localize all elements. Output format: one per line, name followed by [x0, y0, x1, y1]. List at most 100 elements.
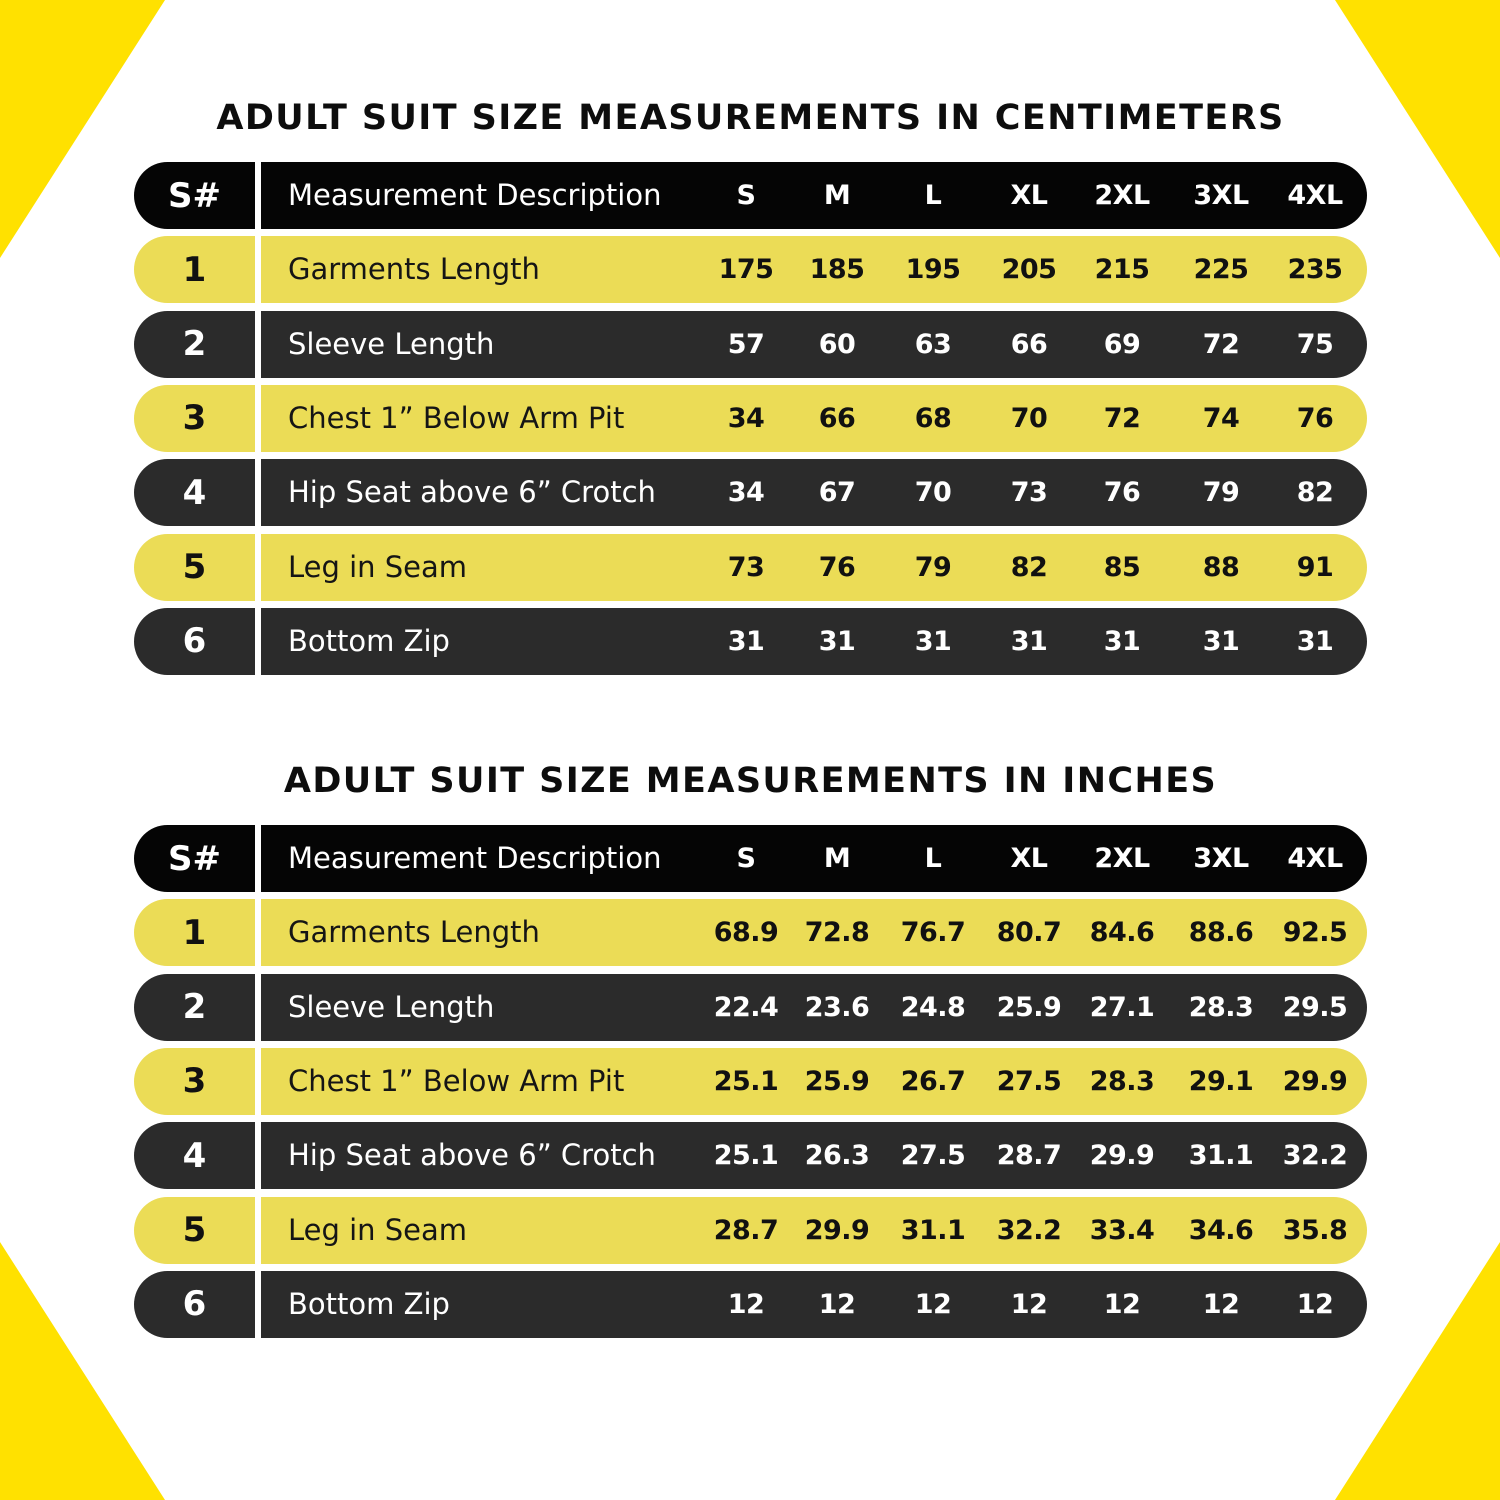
row-content: Garments Length 175 185 195 205 215 225 235: [261, 236, 1367, 304]
measurement-value: 31: [1202, 625, 1240, 657]
row-content: Chest 1” Below Arm Pit 34 66 68 70 72 74 76: [261, 384, 1367, 452]
measurement-value: 26.3: [804, 1140, 870, 1172]
index-column-header: S#: [134, 825, 255, 892]
measurement-value: 79: [1202, 477, 1240, 509]
measurement-value: 88.6: [1188, 917, 1254, 949]
measurement-value: 235: [1287, 254, 1343, 286]
row-number: 2: [134, 973, 255, 1041]
row-content: Leg in Seam 28.7 29.9 31.1 32.2 33.4 34.6 35.8: [261, 1196, 1367, 1264]
measurement-value: 72.8: [804, 917, 870, 949]
corner-triangle-top-left: [0, 0, 165, 258]
measurement-value: 22.4: [713, 991, 779, 1023]
measurement-value: 76: [818, 551, 856, 583]
description-column-header: Measurement Description: [288, 178, 662, 212]
measurement-value: 79: [914, 551, 952, 583]
measurement-value: 25.9: [804, 1065, 870, 1097]
measurement-value: 25.1: [713, 1140, 779, 1172]
row-content: Hip Seat above 6” Crotch 34 67 70 73 76 79 82: [261, 459, 1367, 527]
measurement-value: 34: [727, 402, 765, 434]
measurement-value: 74: [1202, 402, 1240, 434]
measurement-description: Sleeve Length: [288, 326, 495, 361]
size-column-header: 4XL: [1287, 180, 1343, 211]
table-row: 1 Garments Length 175 185 195 205 215 225 235: [134, 236, 1367, 304]
size-column-header: 3XL: [1193, 180, 1249, 211]
row-content: Hip Seat above 6” Crotch 25.1 26.3 27.5 28.7…: [261, 1122, 1367, 1190]
measurement-value: 60: [818, 328, 856, 360]
table-row: 6 Bottom Zip 31 31 31 31 31 31 31: [134, 607, 1367, 675]
measurement-value: 72: [1202, 328, 1240, 360]
measurement-value: 26.7: [900, 1065, 966, 1097]
measurement-value: 70: [914, 477, 952, 509]
measurement-value: 12: [1103, 1288, 1141, 1320]
table-row: 2 Sleeve Length 57 60 63 66 69 72 75: [134, 310, 1367, 378]
row-number: 2: [134, 310, 255, 378]
row-number: 1: [134, 899, 255, 967]
measurement-value: 24.8: [900, 991, 966, 1023]
table-title: ADULT SUIT SIZE MEASUREMENTS IN INCHES: [283, 761, 1218, 801]
measurement-value: 215: [1094, 254, 1150, 286]
size-column-header: M: [823, 843, 851, 874]
measurement-value: 32.2: [996, 1214, 1062, 1246]
measurement-value: 35.8: [1282, 1214, 1348, 1246]
row-content: Sleeve Length 57 60 63 66 69 72 75: [261, 310, 1367, 378]
measurement-value: 12: [818, 1288, 856, 1320]
size-column-header: L: [924, 180, 942, 211]
size-column-header: 3XL: [1193, 843, 1249, 874]
table-row: 5 Leg in Seam 73 76 79 82 85 88 91: [134, 533, 1367, 601]
size-column-header: 4XL: [1287, 843, 1343, 874]
measurement-description: Leg in Seam: [288, 549, 468, 584]
measurement-value: 66: [1010, 328, 1048, 360]
table-row: 1 Garments Length 68.9 72.8 76.7 80.7 84.6 88.6…: [134, 899, 1367, 967]
table-row: 4 Hip Seat above 6” Crotch 25.1 26.3 27.5 28.…: [134, 1122, 1367, 1190]
measurement-value: 27.5: [900, 1140, 966, 1172]
size-column-header: S: [736, 180, 756, 211]
measurement-value: 12: [727, 1288, 765, 1320]
measurement-value: 28.3: [1089, 1065, 1155, 1097]
size-column-header: 2XL: [1094, 180, 1150, 211]
row-content: Bottom Zip 31 31 31 31 31 31 31: [261, 607, 1367, 675]
measurement-value: 70: [1010, 402, 1048, 434]
row-number: 1: [134, 236, 255, 304]
measurement-value: 29.1: [1188, 1065, 1254, 1097]
table-row: 4 Hip Seat above 6” Crotch 34 67 70 73 76 79 82: [134, 459, 1367, 527]
size-column-header: XL: [1010, 843, 1048, 874]
row-number: 4: [134, 1122, 255, 1190]
measurement-value: 25.1: [713, 1065, 779, 1097]
size-column-header: M: [823, 180, 851, 211]
size-column-header: 2XL: [1094, 843, 1150, 874]
size-column-header: XL: [1010, 180, 1048, 211]
table-row: 5 Leg in Seam 28.7 29.9 31.1 32.2 33.4 34.6 35.8: [134, 1196, 1367, 1264]
measurement-value: 80.7: [996, 917, 1062, 949]
table-row: 2 Sleeve Length 22.4 23.6 24.8 25.9 27.1 28.3 29…: [134, 973, 1367, 1041]
row-content: Leg in Seam 73 76 79 82 85 88 91: [261, 533, 1367, 601]
row-content: Measurement Description S M L XL 2XL 3XL 4XL: [261, 825, 1367, 892]
measurement-description: Sleeve Length: [288, 989, 495, 1024]
measurement-description: Leg in Seam: [288, 1212, 468, 1247]
row-content: Sleeve Length 22.4 23.6 24.8 25.9 27.1 28.3 29.…: [261, 973, 1367, 1041]
row-content: Garments Length 68.9 72.8 76.7 80.7 84.6 88.6 9…: [261, 899, 1367, 967]
table-header-row: S# Measurement Description S M L XL 2XL 3XL 4XL: [134, 825, 1367, 892]
measurement-description: Garments Length: [288, 915, 540, 950]
measurement-value: 33.4: [1089, 1214, 1155, 1246]
measurement-value: 31: [1010, 625, 1048, 657]
measurement-description: Hip Seat above 6” Crotch: [288, 475, 656, 510]
measurement-value: 29.9: [804, 1214, 870, 1246]
measurement-value: 34.6: [1188, 1214, 1254, 1246]
measurement-value: 29.5: [1282, 991, 1348, 1023]
row-number: 3: [134, 384, 255, 452]
size-column-header: L: [924, 843, 942, 874]
measurement-value: 68: [914, 402, 952, 434]
measurement-value: 68.9: [713, 917, 779, 949]
measurement-value: 67: [818, 477, 856, 509]
measurement-value: 175: [718, 254, 774, 286]
measurement-value: 31: [818, 625, 856, 657]
measurement-value: 28.7: [996, 1140, 1062, 1172]
table-row: 6 Bottom Zip 12 12 12 12 12 12 12: [134, 1270, 1367, 1338]
row-content: Bottom Zip 12 12 12 12 12 12 12: [261, 1270, 1367, 1338]
measurement-description: Chest 1” Below Arm Pit: [288, 400, 625, 435]
row-number: 5: [134, 533, 255, 601]
measurement-description: Bottom Zip: [288, 623, 450, 658]
measurement-value: 82: [1010, 551, 1048, 583]
measurement-value: 31.1: [1188, 1140, 1254, 1172]
